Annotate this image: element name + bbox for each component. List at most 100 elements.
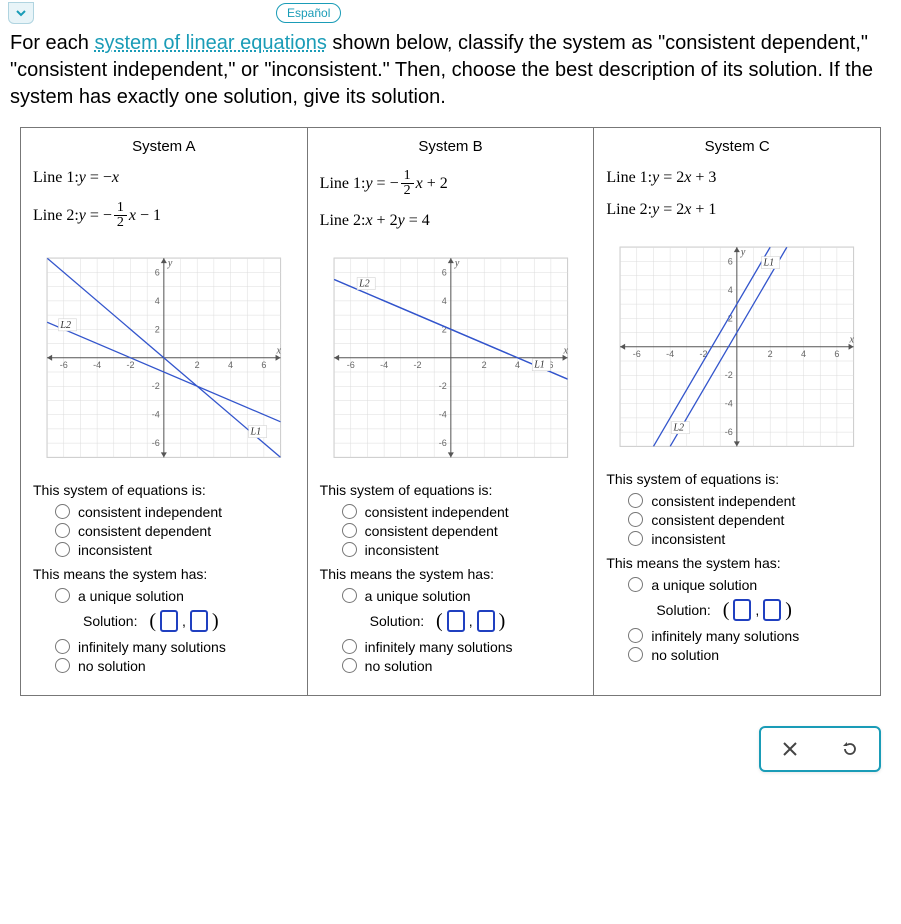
svg-text:-6: -6 xyxy=(633,349,641,359)
radio-b-none[interactable] xyxy=(342,658,357,673)
line2-prefix: Line 2: xyxy=(320,212,366,230)
sol-label: Solution: xyxy=(656,602,710,618)
system-b-line2: Line 2: x + 2y = 4 xyxy=(320,212,582,230)
radio-b-cd[interactable] xyxy=(342,523,357,538)
svg-text:-4: -4 xyxy=(725,399,733,409)
svg-text:-2: -2 xyxy=(438,381,446,391)
solution-a-y[interactable] xyxy=(190,610,208,632)
footer-actions xyxy=(0,726,881,772)
svg-text:-2: -2 xyxy=(413,360,421,370)
system-c-line1: Line 1: y = 2x + 3 xyxy=(606,169,868,187)
svg-text:-4: -4 xyxy=(152,410,160,420)
link-system-of-linear-equations[interactable]: system of linear equations xyxy=(94,32,326,54)
svg-text:-6: -6 xyxy=(152,438,160,448)
system-c: System C Line 1: y = 2x + 3 Line 2: y = … xyxy=(593,128,880,695)
opt-label: consistent dependent xyxy=(651,512,784,528)
svg-text:4: 4 xyxy=(155,296,160,306)
opt-label: inconsistent xyxy=(78,542,152,558)
paren-close: ) xyxy=(499,610,506,633)
radio-c-none[interactable] xyxy=(628,647,643,662)
q2: This means the system has: xyxy=(320,566,582,582)
opt-label: a unique solution xyxy=(365,588,471,604)
svg-text:-6: -6 xyxy=(346,360,354,370)
svg-text:x: x xyxy=(849,335,855,346)
espanol-button[interactable]: Español xyxy=(276,3,341,23)
radio-c-uniq[interactable] xyxy=(628,577,643,592)
radio-c-inc[interactable] xyxy=(628,531,643,546)
expand-button[interactable] xyxy=(8,2,34,24)
q1: This system of equations is: xyxy=(33,482,295,498)
opt-label: infinitely many solutions xyxy=(651,628,799,644)
systems-row: System A Line 1: y = −x Line 2: y = −12x… xyxy=(20,127,881,696)
radio-a-inf[interactable] xyxy=(55,639,70,654)
radio-a-ci[interactable] xyxy=(55,504,70,519)
radio-b-ci[interactable] xyxy=(342,504,357,519)
sol-label: Solution: xyxy=(83,613,137,629)
svg-text:-2: -2 xyxy=(152,381,160,391)
paren-open: ( xyxy=(436,610,443,633)
svg-text:6: 6 xyxy=(728,256,733,266)
system-b-title: System B xyxy=(320,138,582,155)
q2: This means the system has: xyxy=(33,566,295,582)
solution-b-y[interactable] xyxy=(477,610,495,632)
opt-label: inconsistent xyxy=(365,542,439,558)
svg-text:L1: L1 xyxy=(533,360,545,371)
q2: This means the system has: xyxy=(606,555,868,571)
svg-text:2: 2 xyxy=(481,360,486,370)
opt-label: infinitely many solutions xyxy=(78,639,226,655)
comma: , xyxy=(182,613,186,629)
opt-label: no solution xyxy=(365,658,433,674)
paren-close: ) xyxy=(212,610,219,633)
solution-c-x[interactable] xyxy=(733,599,751,621)
instructions: For each system of linear equations show… xyxy=(0,26,901,127)
opt-label: consistent independent xyxy=(78,504,222,520)
opt-label: consistent independent xyxy=(365,504,509,520)
radio-c-cd[interactable] xyxy=(628,512,643,527)
svg-text:4: 4 xyxy=(801,349,806,359)
comma: , xyxy=(755,602,759,618)
radio-b-uniq[interactable] xyxy=(342,588,357,603)
svg-text:4: 4 xyxy=(441,296,446,306)
svg-text:L2: L2 xyxy=(673,423,685,434)
radio-b-inf[interactable] xyxy=(342,639,357,654)
opt-label: infinitely many solutions xyxy=(365,639,513,655)
opt-label: consistent dependent xyxy=(365,523,498,539)
instr-t1: For each xyxy=(10,32,94,54)
svg-text:6: 6 xyxy=(441,267,446,277)
system-a: System A Line 1: y = −x Line 2: y = −12x… xyxy=(21,128,307,695)
svg-text:2: 2 xyxy=(768,349,773,359)
svg-text:2: 2 xyxy=(155,324,160,334)
svg-text:L2: L2 xyxy=(59,320,71,331)
system-c-graph: -6-6-4-4-2-2224466xyL1L2 xyxy=(606,233,868,461)
reset-button[interactable] xyxy=(835,734,865,764)
svg-text:-6: -6 xyxy=(438,438,446,448)
comma: , xyxy=(469,613,473,629)
sol-label: Solution: xyxy=(370,613,424,629)
solution-c-y[interactable] xyxy=(763,599,781,621)
solution-b-x[interactable] xyxy=(447,610,465,632)
svg-text:-6: -6 xyxy=(60,360,68,370)
radio-c-ci[interactable] xyxy=(628,493,643,508)
radio-a-cd[interactable] xyxy=(55,523,70,538)
paren-open: ( xyxy=(723,599,730,622)
svg-text:x: x xyxy=(276,346,282,357)
system-c-line2: Line 2: y = 2x + 1 xyxy=(606,201,868,219)
svg-text:6: 6 xyxy=(835,349,840,359)
svg-text:-6: -6 xyxy=(725,427,733,437)
svg-text:6: 6 xyxy=(261,360,266,370)
radio-a-none[interactable] xyxy=(55,658,70,673)
radio-a-inc[interactable] xyxy=(55,542,70,557)
svg-text:4: 4 xyxy=(228,360,233,370)
radio-c-inf[interactable] xyxy=(628,628,643,643)
svg-text:-4: -4 xyxy=(666,349,674,359)
solution-a-x[interactable] xyxy=(160,610,178,632)
radio-a-uniq[interactable] xyxy=(55,588,70,603)
svg-text:4: 4 xyxy=(515,360,520,370)
system-c-title: System C xyxy=(606,138,868,155)
opt-label: a unique solution xyxy=(78,588,184,604)
clear-button[interactable] xyxy=(775,734,805,764)
svg-text:y: y xyxy=(167,258,173,269)
svg-text:2: 2 xyxy=(195,360,200,370)
svg-text:6: 6 xyxy=(155,267,160,277)
radio-b-inc[interactable] xyxy=(342,542,357,557)
